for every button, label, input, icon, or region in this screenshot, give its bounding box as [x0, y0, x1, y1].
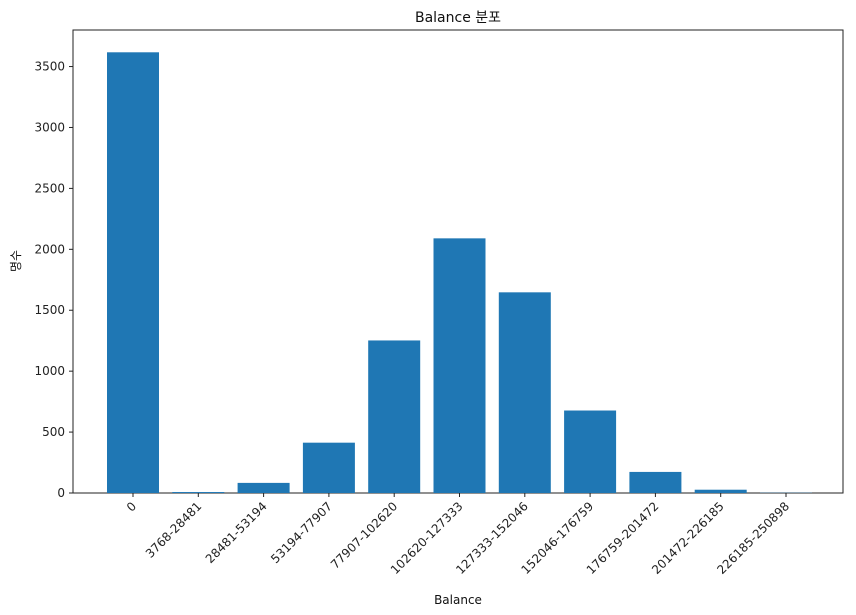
chart-title: Balance 분포: [415, 10, 501, 26]
x-tick-label: 226185-250898: [714, 499, 792, 577]
bar-0: [107, 52, 159, 493]
y-tick-label: 3500: [34, 60, 65, 74]
y-tick-label: 1000: [34, 364, 65, 378]
y-tick-label: 500: [42, 425, 65, 439]
bar-102620-127333: [433, 238, 486, 493]
bars-group: [107, 52, 812, 493]
y-tick-label: 3000: [34, 120, 65, 134]
x-axis: 0 3768-2848128481-5319453194-7790777907-1…: [124, 493, 792, 577]
bar-3768-28481: [172, 492, 225, 493]
bar-77907-102620: [368, 340, 421, 493]
x-tick-label: 0: [124, 499, 139, 514]
bar-28481-53194: [237, 482, 290, 493]
x-tick-label: 28481-53194: [203, 499, 270, 566]
bar-53194-77907: [302, 442, 355, 493]
bar-201472-226185: [694, 489, 747, 493]
x-tick-label: 53194-77907: [268, 499, 335, 566]
bar-127333-152046: [498, 292, 551, 493]
x-tick-label: 3768-28481: [143, 499, 205, 561]
y-tick-label: 1500: [34, 303, 65, 317]
y-tick-label: 0: [57, 486, 65, 500]
x-axis-label: Balance: [434, 593, 482, 607]
x-tick-label: 77907-102620: [328, 499, 400, 571]
y-axis-label: 명수: [9, 250, 23, 272]
bar-176759-201472: [629, 471, 682, 493]
y-axis: 0 500 1000 1500 2000 2500 3000 3500: [34, 60, 73, 500]
bar-152046-176759: [564, 410, 617, 493]
y-tick-label: 2000: [34, 242, 65, 256]
y-tick-label: 2500: [34, 181, 65, 195]
